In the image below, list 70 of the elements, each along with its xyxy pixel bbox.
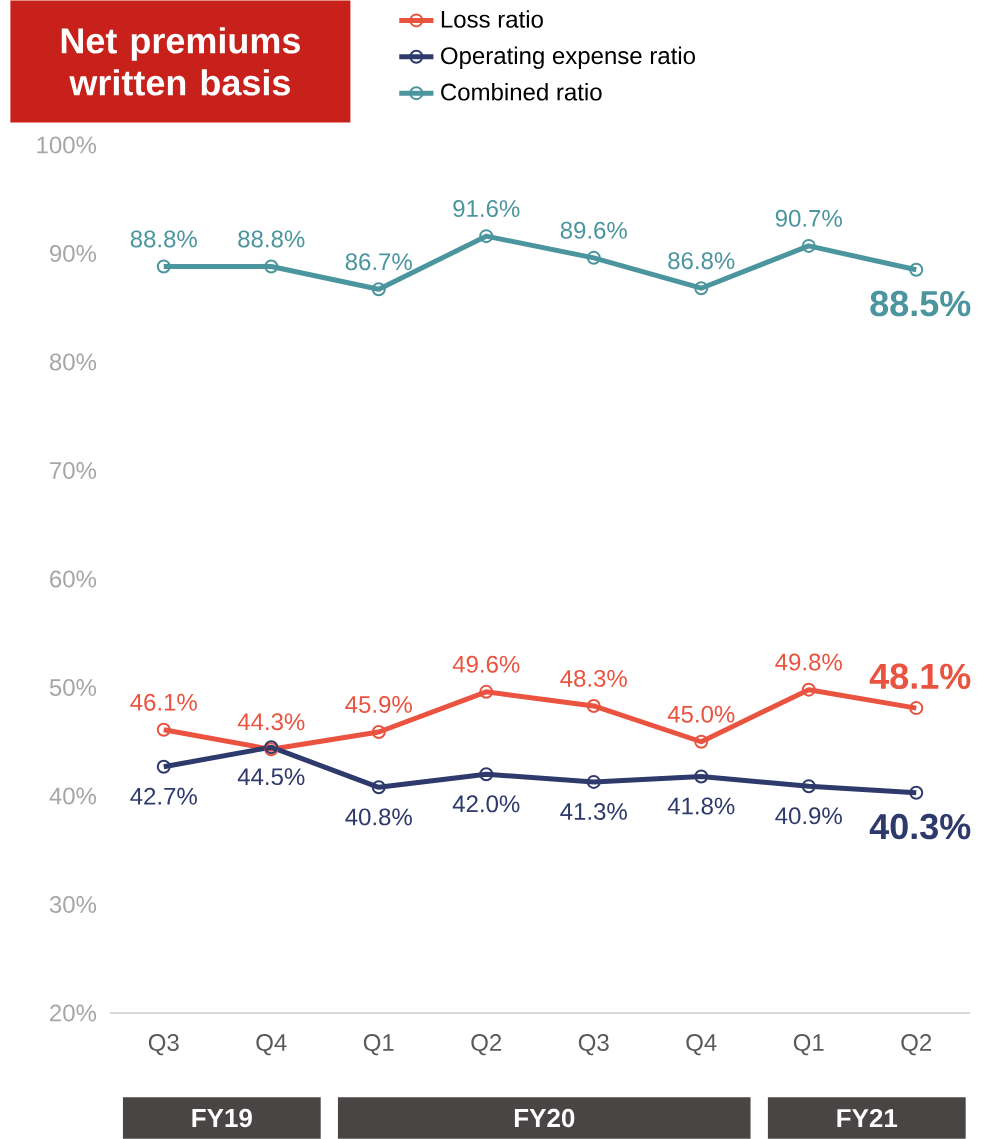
y-tick-label: 90% bbox=[50, 245, 97, 262]
legend-label: Loss ratio bbox=[441, 10, 543, 28]
point bbox=[371, 780, 386, 795]
text: FY19 bbox=[192, 1108, 252, 1128]
y-tick-label: 40% bbox=[49, 787, 97, 805]
legend-label: Operating expense ratio bbox=[441, 46, 695, 69]
point bbox=[156, 759, 171, 774]
point bbox=[694, 769, 709, 784]
data-label: 41.8% bbox=[667, 797, 735, 815]
data-label: 40.3% bbox=[869, 813, 971, 840]
data-label: 44.3% bbox=[237, 713, 305, 731]
x-tick-label: Q3 bbox=[148, 1034, 179, 1056]
data-label: 86.7% bbox=[345, 253, 412, 271]
data-label: 48.3% bbox=[560, 669, 627, 687]
data-label: 88.8% bbox=[238, 230, 305, 248]
point bbox=[801, 238, 816, 253]
point bbox=[371, 282, 386, 297]
data-label: 88.8% bbox=[130, 230, 197, 248]
data-label: 49.6% bbox=[452, 655, 520, 673]
x-tick-label: Q4 bbox=[256, 1034, 287, 1056]
y-tick-label: 100% bbox=[37, 136, 97, 154]
data-label: 88.5% bbox=[870, 290, 971, 317]
x-tick-label: Q4 bbox=[686, 1034, 717, 1056]
data-label: 86.8% bbox=[668, 252, 735, 270]
x-tick-label: Q2 bbox=[901, 1034, 932, 1056]
y-tick-label: 30% bbox=[49, 896, 97, 913]
point bbox=[694, 734, 709, 749]
y-tick-label: 50% bbox=[49, 679, 97, 696]
point bbox=[479, 229, 494, 244]
data-label: 44.5% bbox=[237, 768, 305, 786]
point bbox=[909, 785, 924, 800]
point bbox=[909, 262, 924, 277]
y-tick-label: 80% bbox=[49, 353, 97, 371]
text: FY20 bbox=[514, 1108, 575, 1128]
y-tick-label: 20% bbox=[50, 1004, 97, 1022]
data-label: 45.9% bbox=[345, 695, 412, 713]
data-label: 40.8% bbox=[345, 808, 412, 826]
chart-title: Net premiums written basis bbox=[61, 27, 300, 96]
point bbox=[801, 779, 816, 794]
data-label: 46.1% bbox=[130, 693, 197, 711]
point bbox=[694, 281, 709, 296]
data-label: 89.6% bbox=[560, 221, 627, 239]
data-label: 91.6% bbox=[453, 200, 520, 218]
data-label: 42.0% bbox=[452, 795, 520, 813]
data-label: 48.1% bbox=[869, 663, 971, 690]
point bbox=[479, 767, 494, 782]
x-tick-label: Q3 bbox=[578, 1034, 609, 1056]
data-label: 40.9% bbox=[775, 807, 842, 825]
data-label: 41.3% bbox=[560, 802, 627, 820]
point bbox=[586, 250, 601, 265]
y-tick-label: 60% bbox=[50, 570, 97, 588]
point bbox=[586, 774, 601, 789]
point bbox=[156, 259, 171, 274]
text: FY21 bbox=[837, 1108, 898, 1128]
point bbox=[479, 684, 494, 699]
point bbox=[801, 682, 816, 697]
data-label: 42.7% bbox=[130, 787, 197, 805]
x-tick-label: Q1 bbox=[363, 1034, 394, 1056]
data-label: 49.8% bbox=[775, 653, 842, 671]
y-tick-label: 70% bbox=[50, 462, 97, 479]
data-label: 90.7% bbox=[775, 209, 842, 227]
point bbox=[156, 722, 171, 737]
point bbox=[371, 724, 386, 739]
point bbox=[264, 259, 279, 274]
data-label: 45.0% bbox=[667, 705, 735, 723]
x-tick-label: Q1 bbox=[793, 1034, 824, 1056]
point bbox=[586, 698, 601, 713]
legend-label: Combined ratio bbox=[441, 82, 602, 101]
point bbox=[909, 701, 924, 716]
x-tick-label: Q2 bbox=[471, 1034, 502, 1056]
